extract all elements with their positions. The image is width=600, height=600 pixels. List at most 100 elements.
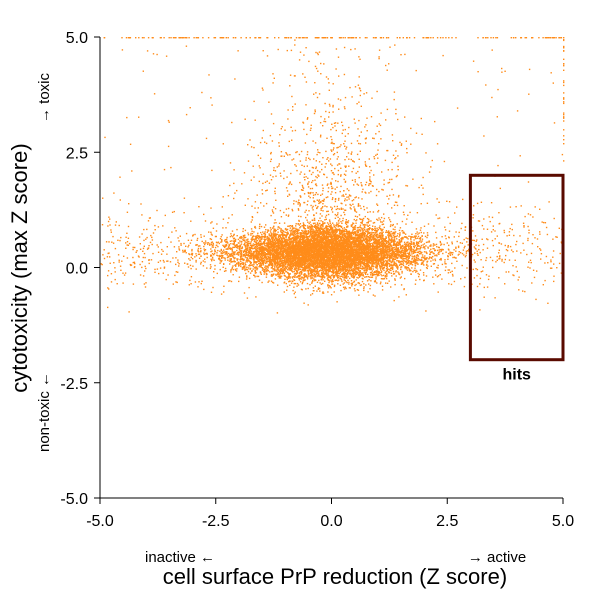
data-point <box>275 246 277 248</box>
data-point <box>376 247 379 249</box>
data-point <box>312 226 314 228</box>
data-point <box>435 254 437 256</box>
data-point <box>230 260 233 263</box>
data-point <box>358 249 360 251</box>
data-point <box>361 237 363 239</box>
data-point <box>447 258 449 260</box>
data-point <box>445 251 447 253</box>
data-point <box>432 263 435 265</box>
data-point <box>276 250 278 252</box>
data-point <box>400 252 402 254</box>
data-point <box>253 231 255 233</box>
data-point <box>277 263 279 266</box>
data-point <box>334 217 337 219</box>
data-point <box>291 276 294 278</box>
data-point <box>246 269 249 271</box>
data-point <box>286 253 288 255</box>
data-point <box>328 281 330 284</box>
data-point <box>410 270 412 272</box>
data-point <box>265 245 268 247</box>
data-point <box>340 238 342 240</box>
data-point <box>374 229 376 232</box>
data-point <box>430 248 432 250</box>
data-point <box>261 267 263 269</box>
data-point <box>337 280 339 282</box>
data-point <box>319 232 321 234</box>
data-point <box>331 228 334 230</box>
data-point <box>318 270 321 272</box>
data-point <box>296 230 298 233</box>
data-point <box>364 267 366 269</box>
data-point <box>330 287 332 289</box>
data-point <box>232 260 234 263</box>
data-point <box>277 231 279 233</box>
data-point <box>254 235 256 237</box>
data-point <box>335 236 337 238</box>
data-point <box>300 272 303 275</box>
data-point <box>288 251 290 253</box>
data-point <box>337 283 339 285</box>
data-point <box>379 266 381 268</box>
data-point <box>402 254 404 256</box>
data-point <box>300 276 303 278</box>
data-point <box>277 268 279 271</box>
data-point <box>367 291 369 293</box>
data-point <box>323 277 326 279</box>
data-point <box>306 238 308 240</box>
data-point <box>233 246 235 249</box>
data-point <box>293 270 295 273</box>
data-point <box>351 272 354 274</box>
data-point <box>242 234 245 237</box>
data-point <box>256 235 258 237</box>
data-point <box>213 271 215 273</box>
data-point <box>392 247 394 249</box>
data-point <box>219 262 221 264</box>
data-point <box>302 281 304 284</box>
data-point <box>329 263 332 265</box>
data-point <box>277 251 279 253</box>
data-point <box>292 232 294 234</box>
data-point <box>286 254 288 257</box>
data-point <box>374 295 376 297</box>
data-point <box>231 240 233 242</box>
data-point <box>398 249 400 251</box>
data-point <box>299 253 302 255</box>
data-point <box>211 250 213 252</box>
data-point <box>402 263 404 265</box>
data-point <box>317 260 320 262</box>
data-point <box>279 254 282 256</box>
data-point <box>290 267 293 269</box>
data-point <box>334 228 336 231</box>
data-point <box>272 257 274 259</box>
data-point <box>294 274 296 277</box>
data-point <box>288 242 290 244</box>
data-point <box>358 251 361 253</box>
data-point <box>417 255 420 257</box>
data-point <box>346 281 348 284</box>
data-point <box>358 230 360 232</box>
data-point <box>417 245 420 247</box>
data-point <box>262 243 264 245</box>
data-point <box>227 242 229 244</box>
data-point <box>328 275 330 277</box>
data-point <box>417 258 419 260</box>
data-point <box>269 257 271 259</box>
data-point <box>213 259 215 261</box>
data-point <box>333 291 335 293</box>
data-point <box>278 237 281 240</box>
data-point <box>396 223 398 225</box>
data-point <box>290 282 293 284</box>
data-point <box>455 246 457 248</box>
data-point <box>353 242 355 244</box>
data-point <box>268 264 271 267</box>
data-point <box>253 264 255 266</box>
data-point <box>276 273 279 275</box>
data-point <box>264 270 266 272</box>
data-point <box>364 255 366 258</box>
data-point <box>276 258 279 260</box>
data-point <box>277 266 280 268</box>
data-point <box>409 269 411 271</box>
data-point <box>277 228 279 230</box>
data-point <box>302 235 304 238</box>
data-point <box>320 225 322 227</box>
